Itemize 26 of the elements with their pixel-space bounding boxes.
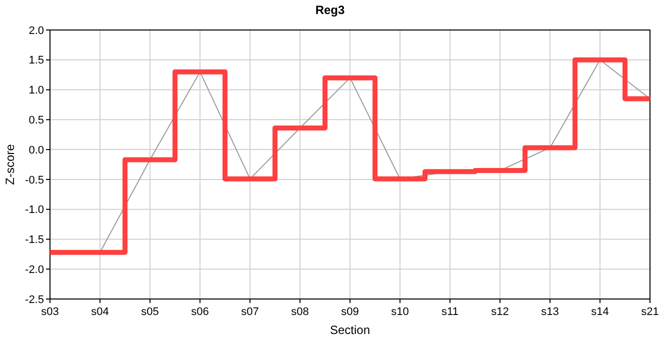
x-axis-title: Section [330,323,370,337]
x-tick-label: s07 [241,306,259,318]
y-axis-title: Z-score [3,144,17,185]
y-tick-label: 0.0 [28,144,44,156]
x-tick-label: s05 [141,306,159,318]
y-tick-label: -1.5 [25,234,44,246]
y-tick-label: 2.0 [28,24,44,37]
x-tick-label: s21 [641,306,659,318]
x-tick-label: s03 [41,306,59,318]
y-tick-label: -2.0 [25,264,44,276]
x-tick-label: s12 [491,306,509,318]
x-tick-label: s04 [91,306,109,318]
y-tick-label: 0.5 [28,114,44,127]
y-tick-label: -2.5 [25,294,44,306]
x-tick-label: s08 [291,306,309,318]
chart-title: Reg3 [315,3,345,17]
x-tick-label: s13 [541,306,559,318]
y-tick-label: -1.0 [25,204,44,216]
x-tick-label: s14 [591,306,609,318]
y-tick-label: 1.0 [28,84,44,97]
x-tick-label: s11 [442,306,458,318]
x-tick-label: s10 [391,306,409,318]
y-tick-label: -0.5 [25,174,44,186]
x-tick-label: s09 [341,306,359,318]
x-tick-label: s06 [191,306,209,318]
y-tick-label: 1.5 [28,54,44,67]
